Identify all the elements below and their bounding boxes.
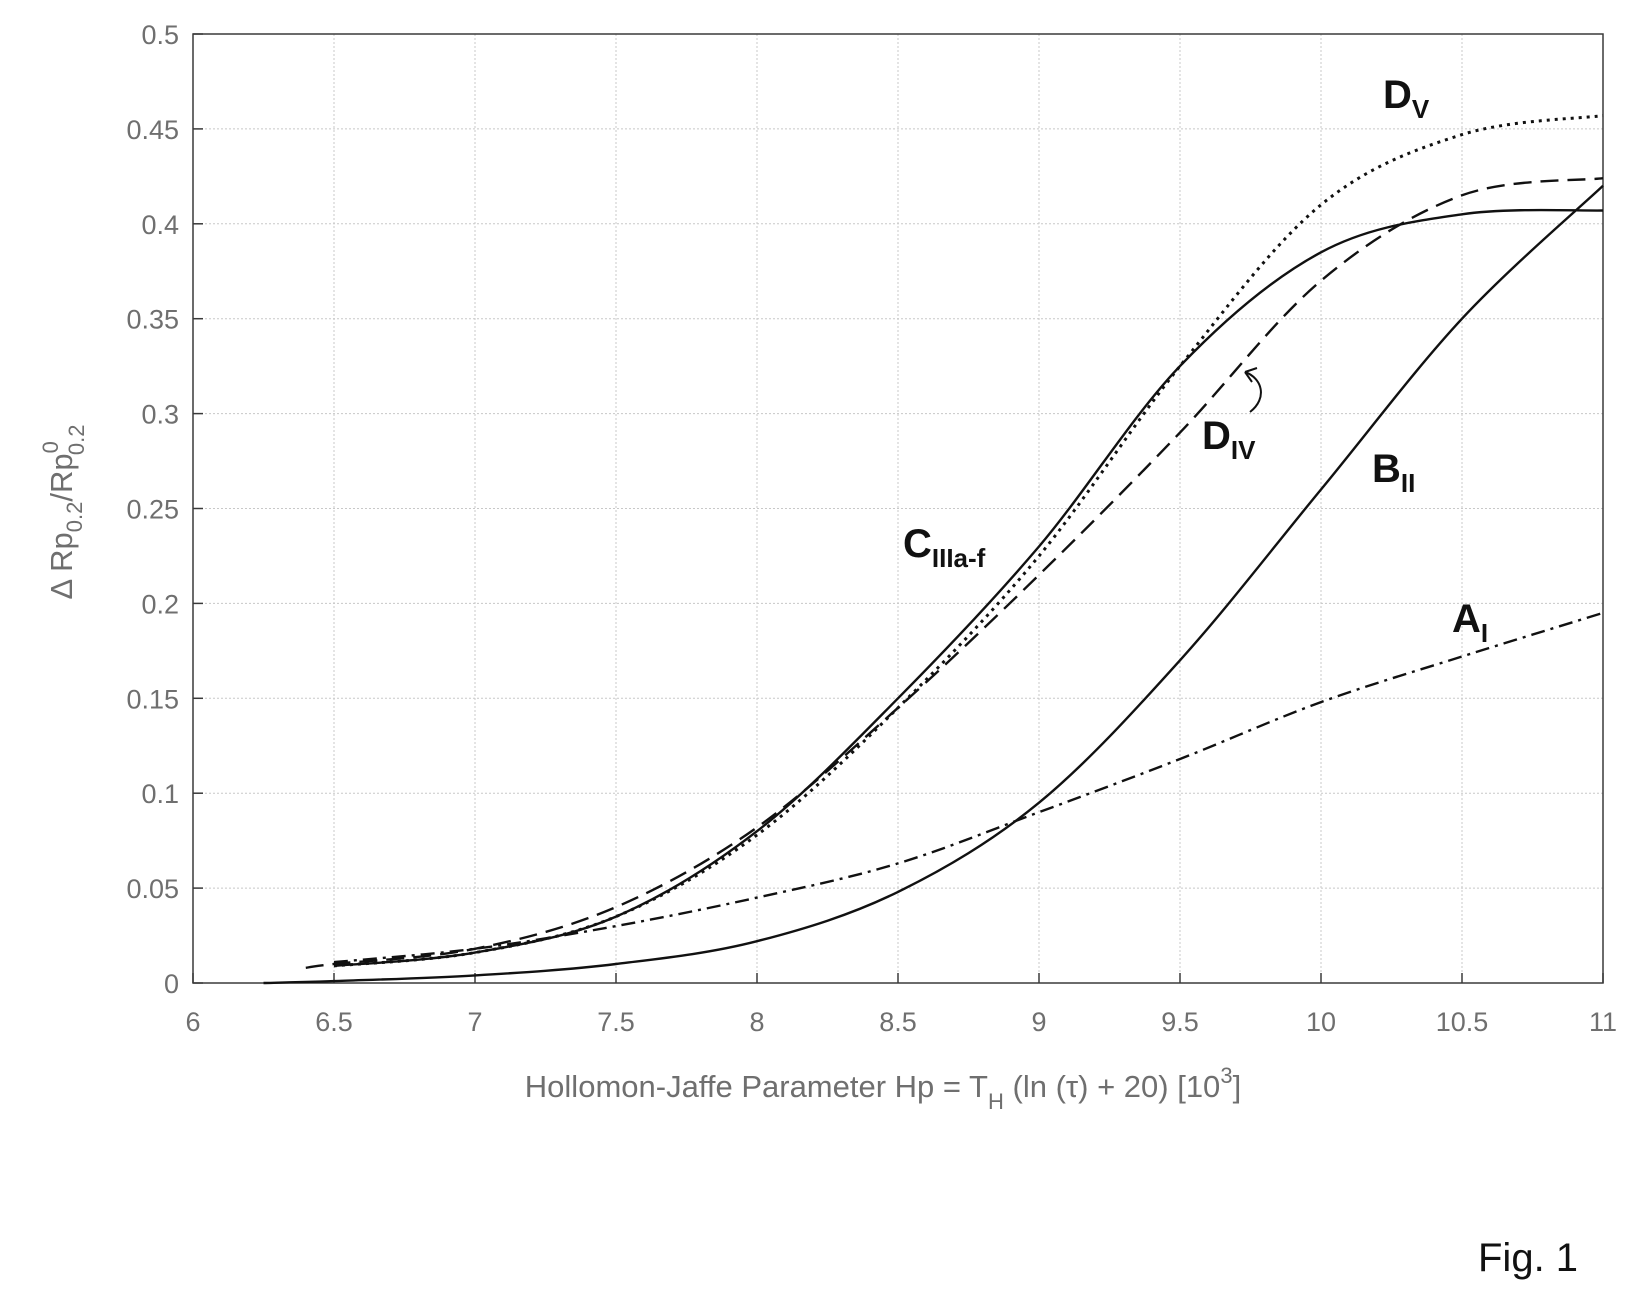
series-lines [263,114,1604,985]
series-A-line [333,611,1604,964]
y-tick-label: 0.3 [141,400,179,430]
x-tick-label: 8 [749,1007,764,1037]
series-B-line [263,184,1604,985]
y-tick-label: 0.15 [126,684,179,714]
x-tick-label: 9.5 [1161,1007,1199,1037]
series-label-B: BII [1372,447,1415,498]
series-label-A: AI [1452,597,1488,648]
series-D-IV-line [305,177,1604,969]
grid [192,33,1604,984]
y-tick-label: 0 [164,969,179,999]
figure-caption: Fig. 1 [1478,1236,1579,1280]
x-tick-label: 7.5 [597,1007,635,1037]
series-label-D-V: DV [1383,73,1430,124]
y-tick-label: 0.25 [126,495,179,525]
y-tick-label: 0.05 [126,874,179,904]
x-tick-label: 7 [467,1007,482,1037]
y-tick-label: 0.35 [126,305,179,335]
x-tick-label: 11 [1589,1007,1617,1037]
x-tick-label: 10.5 [1436,1007,1489,1037]
axis-ticks: 6 6.5 7 7.5 8 8.5 9 9.5 10 10.5 11 0 0.05 0.1 0.15 0.2 0… [126,20,1617,1037]
x-axis-label: Hollomon-Jaffe Parameter Hp = TH (ln (τ)… [525,1063,1241,1114]
y-tick-label: 0.45 [126,115,179,145]
series-label-D-IV: DIV [1202,414,1256,465]
y-tick-label: 0.5 [141,20,179,50]
d-iv-leader-arrowhead [1244,367,1258,383]
d-iv-leader-arrow [1244,371,1262,413]
x-tick-label: 10 [1306,1007,1336,1037]
x-tick-label: 8.5 [879,1007,917,1037]
x-tick-label: 6.5 [315,1007,353,1037]
y-tick-label: 0.4 [141,210,179,240]
y-tick-label: 0.1 [141,779,179,809]
y-tick-label: 0.2 [141,589,179,619]
series-D-V-line [333,114,1604,968]
x-tick-label: 6 [185,1007,200,1037]
y-axis-label: Δ Rp0.2/Rp00.2 [38,425,89,600]
series-label-C: CIIIa-f [903,522,986,573]
x-tick-label: 9 [1031,1007,1046,1037]
